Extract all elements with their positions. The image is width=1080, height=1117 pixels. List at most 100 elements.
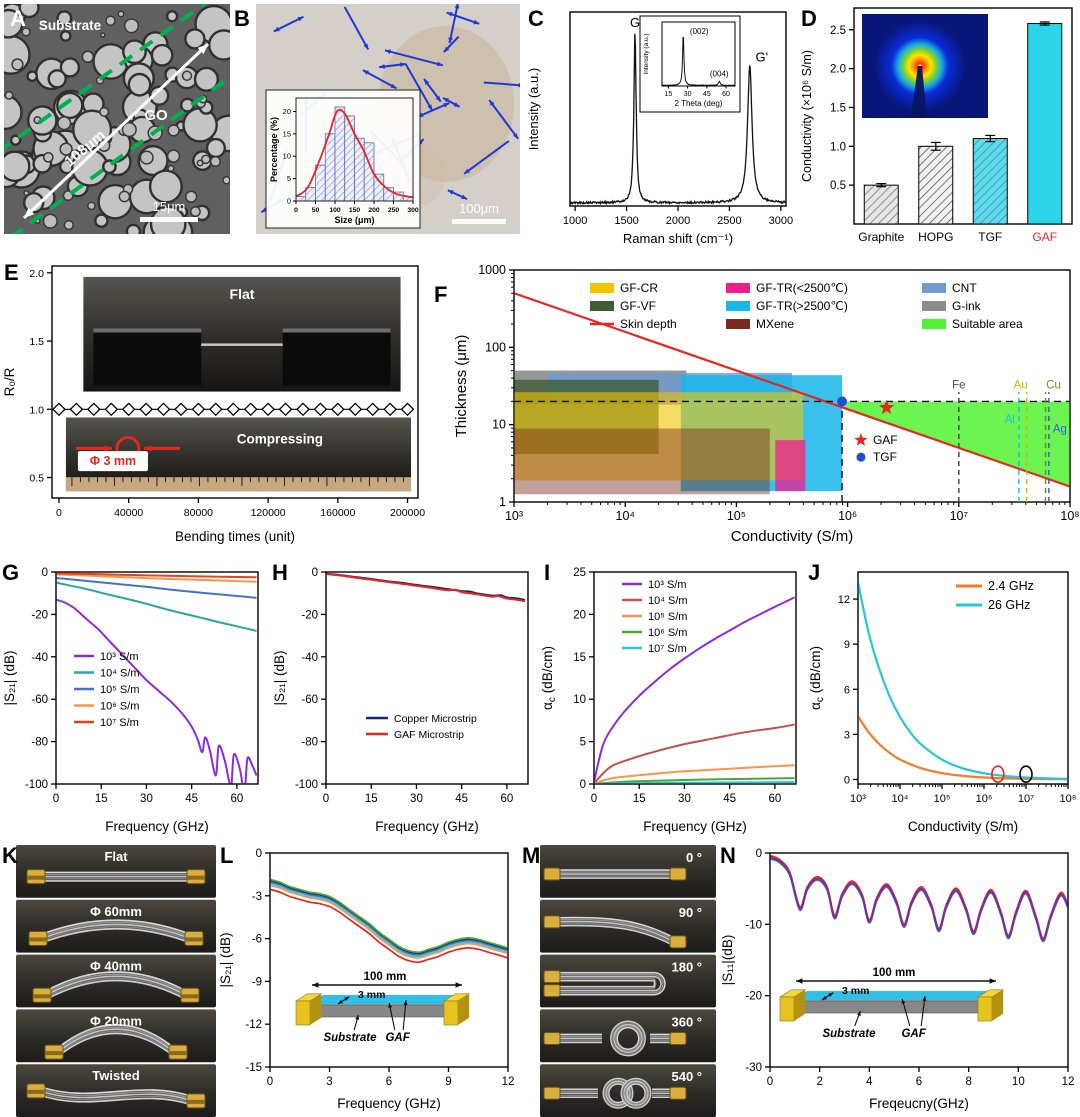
svg-text:200: 200 — [368, 207, 380, 214]
svg-text:5: 5 — [287, 174, 291, 183]
svg-text:10⁴ S/m: 10⁴ S/m — [648, 595, 688, 607]
panel-m-letter: M — [522, 843, 541, 868]
axes: 0 40000 80000 120000 160000 200000 0.5 1.0 1.5 2.… — [29, 265, 425, 519]
series-line — [770, 857, 1068, 943]
svg-text:GAF: GAF — [873, 433, 898, 447]
svg-text:R₀/R: R₀/R — [2, 367, 17, 396]
svg-text:9: 9 — [445, 1076, 451, 1088]
svg-text:540 °: 540 ° — [671, 1069, 702, 1084]
series-line — [56, 572, 257, 579]
svg-text:300: 300 — [407, 207, 419, 214]
svg-text:GF-VF: GF-VF — [620, 299, 656, 313]
panel-f-thickness-conductivity-chart: 10³ 10⁴ 10⁵ 10⁶ 10⁷ 10⁸ 1 10 100 1000 Conductivity… — [453, 263, 1080, 545]
svg-text:Freqeucny(GHz): Freqeucny(GHz) — [869, 1096, 969, 1111]
panel-e-bending-chart: 0 40000 80000 120000 160000 200000 0.5 1.0 1.5 2.… — [2, 265, 425, 544]
svg-text:2.5: 2.5 — [830, 25, 846, 37]
svg-text:GO: GO — [144, 107, 168, 124]
panel-l-letter: L — [220, 843, 234, 868]
svg-text:0: 0 — [267, 1076, 273, 1088]
legend: CNT G-ink Suitable area — [922, 281, 1023, 331]
svg-text:Conductivity (S/m): Conductivity (S/m) — [908, 819, 1018, 834]
svg-text:15: 15 — [95, 793, 108, 805]
panel-i-attenuation-chart: 0 15 30 45 60 0 5 10 15 20 25 Frequency (GHz) αc (dB… — [540, 567, 797, 834]
series-line — [56, 581, 257, 632]
series-line — [270, 888, 508, 964]
svg-text:45: 45 — [723, 793, 736, 805]
panel-e-letter: E — [4, 260, 19, 285]
series-line — [594, 777, 795, 784]
svg-text:30: 30 — [678, 793, 691, 805]
svg-text:Al: Al — [1005, 414, 1015, 426]
svg-text:Compressing: Compressing — [237, 431, 323, 446]
svg-text:10⁴: 10⁴ — [892, 793, 909, 805]
svg-text:20: 20 — [283, 107, 291, 116]
axes: 0 3 6 9 12 0 -3 -6 -9 -12 -15 — [245, 848, 514, 1088]
svg-text:-100: -100 — [25, 779, 48, 791]
svg-text:2.0: 2.0 — [29, 268, 44, 280]
panel-m-twist-photos: 0 ° 90 ° 180 ° 360 ° 540 ° — [540, 845, 716, 1117]
svg-text:10³: 10³ — [505, 509, 523, 523]
svg-text:10⁶ S/m: 10⁶ S/m — [100, 701, 139, 713]
svg-text:0: 0 — [53, 793, 59, 805]
svg-text:15: 15 — [573, 652, 586, 664]
svg-text:Frequency (GHz): Frequency (GHz) — [375, 819, 479, 834]
svg-text:10: 10 — [1012, 1076, 1025, 1088]
series-line — [594, 723, 795, 784]
series-line — [270, 878, 508, 954]
svg-text:1500: 1500 — [614, 215, 638, 227]
svg-text:15μm: 15μm — [153, 199, 186, 214]
svg-text:10⁸: 10⁸ — [1060, 509, 1079, 523]
axes: 0 15 30 45 60 0 -20 -40 -60 -80 -100 — [295, 567, 529, 805]
svg-text:|S₂₁| (dB): |S₂₁| (dB) — [2, 650, 17, 705]
panel-n-s11-chart: 0 2 4 6 8 10 12 0 -10 -20 -30 Freqeucny(GHz) |S₁₁|(d… — [720, 848, 1074, 1111]
svg-text:|S₂₁| (dB): |S₂₁| (dB) — [218, 932, 233, 987]
svg-text:G: G — [630, 15, 640, 30]
svg-text:10³: 10³ — [850, 793, 866, 805]
svg-text:Twisted: Twisted — [92, 1068, 139, 1083]
svg-text:-30: -30 — [745, 1062, 762, 1074]
svg-text:Bending times (unit): Bending times (unit) — [175, 529, 295, 544]
svg-text:100 mm: 100 mm — [364, 971, 407, 983]
svg-text:8: 8 — [965, 1076, 971, 1088]
svg-text:-40: -40 — [301, 652, 318, 664]
svg-text:Flat: Flat — [230, 286, 255, 302]
series-line — [270, 881, 508, 956]
svg-text:Substrate: Substrate — [822, 1028, 876, 1040]
svg-text:Intensity (a.u.): Intensity (a.u.) — [526, 68, 541, 150]
svg-text:-20: -20 — [31, 609, 48, 621]
svg-text:-100: -100 — [295, 779, 318, 791]
svg-text:Suitable area: Suitable area — [952, 317, 1023, 331]
svg-text:Au: Au — [1014, 379, 1028, 391]
svg-text:30: 30 — [140, 793, 153, 805]
series-line — [594, 781, 795, 784]
svg-text:GAF: GAF — [1032, 230, 1057, 244]
svg-text:0: 0 — [256, 848, 262, 860]
svg-text:Ag: Ag — [1053, 423, 1067, 435]
svg-text:Conductivity (×10⁶ S/m): Conductivity (×10⁶ S/m) — [800, 50, 814, 182]
svg-text:GAF: GAF — [901, 1028, 926, 1040]
svg-text:10⁵ S/m: 10⁵ S/m — [648, 611, 687, 623]
panel-b-letter: B — [234, 6, 250, 31]
svg-text:60: 60 — [500, 793, 513, 805]
svg-text:90 °: 90 ° — [679, 905, 702, 920]
svg-text:|S₁₁|(dB): |S₁₁|(dB) — [720, 935, 735, 986]
svg-text:Flat: Flat — [104, 849, 128, 864]
axes: 0 15 30 45 60 0 5 10 15 20 25 — [573, 567, 797, 805]
axes: 10³ 10⁴ 10⁵ 10⁶ 10⁷ 10⁸ 0 3 6 9 12 — [838, 571, 1076, 805]
svg-text:10⁴ S/m: 10⁴ S/m — [100, 668, 140, 680]
series-line — [56, 576, 257, 599]
svg-text:100: 100 — [485, 340, 506, 354]
svg-text:45: 45 — [703, 91, 711, 98]
svg-text:-20: -20 — [301, 609, 318, 621]
panel-h-s21-chart: 0 15 30 45 60 0 -20 -40 -60 -80 -100 Frequency (GHz… — [272, 567, 529, 834]
svg-text:60: 60 — [722, 91, 730, 98]
svg-text:Φ 20mm: Φ 20mm — [90, 1013, 142, 1028]
svg-text:60: 60 — [230, 793, 243, 805]
svg-text:0: 0 — [767, 1076, 773, 1088]
svg-text:1000: 1000 — [478, 263, 506, 277]
panel-c-letter: C — [528, 6, 544, 31]
svg-text:30: 30 — [684, 91, 692, 98]
svg-text:45: 45 — [455, 793, 468, 805]
